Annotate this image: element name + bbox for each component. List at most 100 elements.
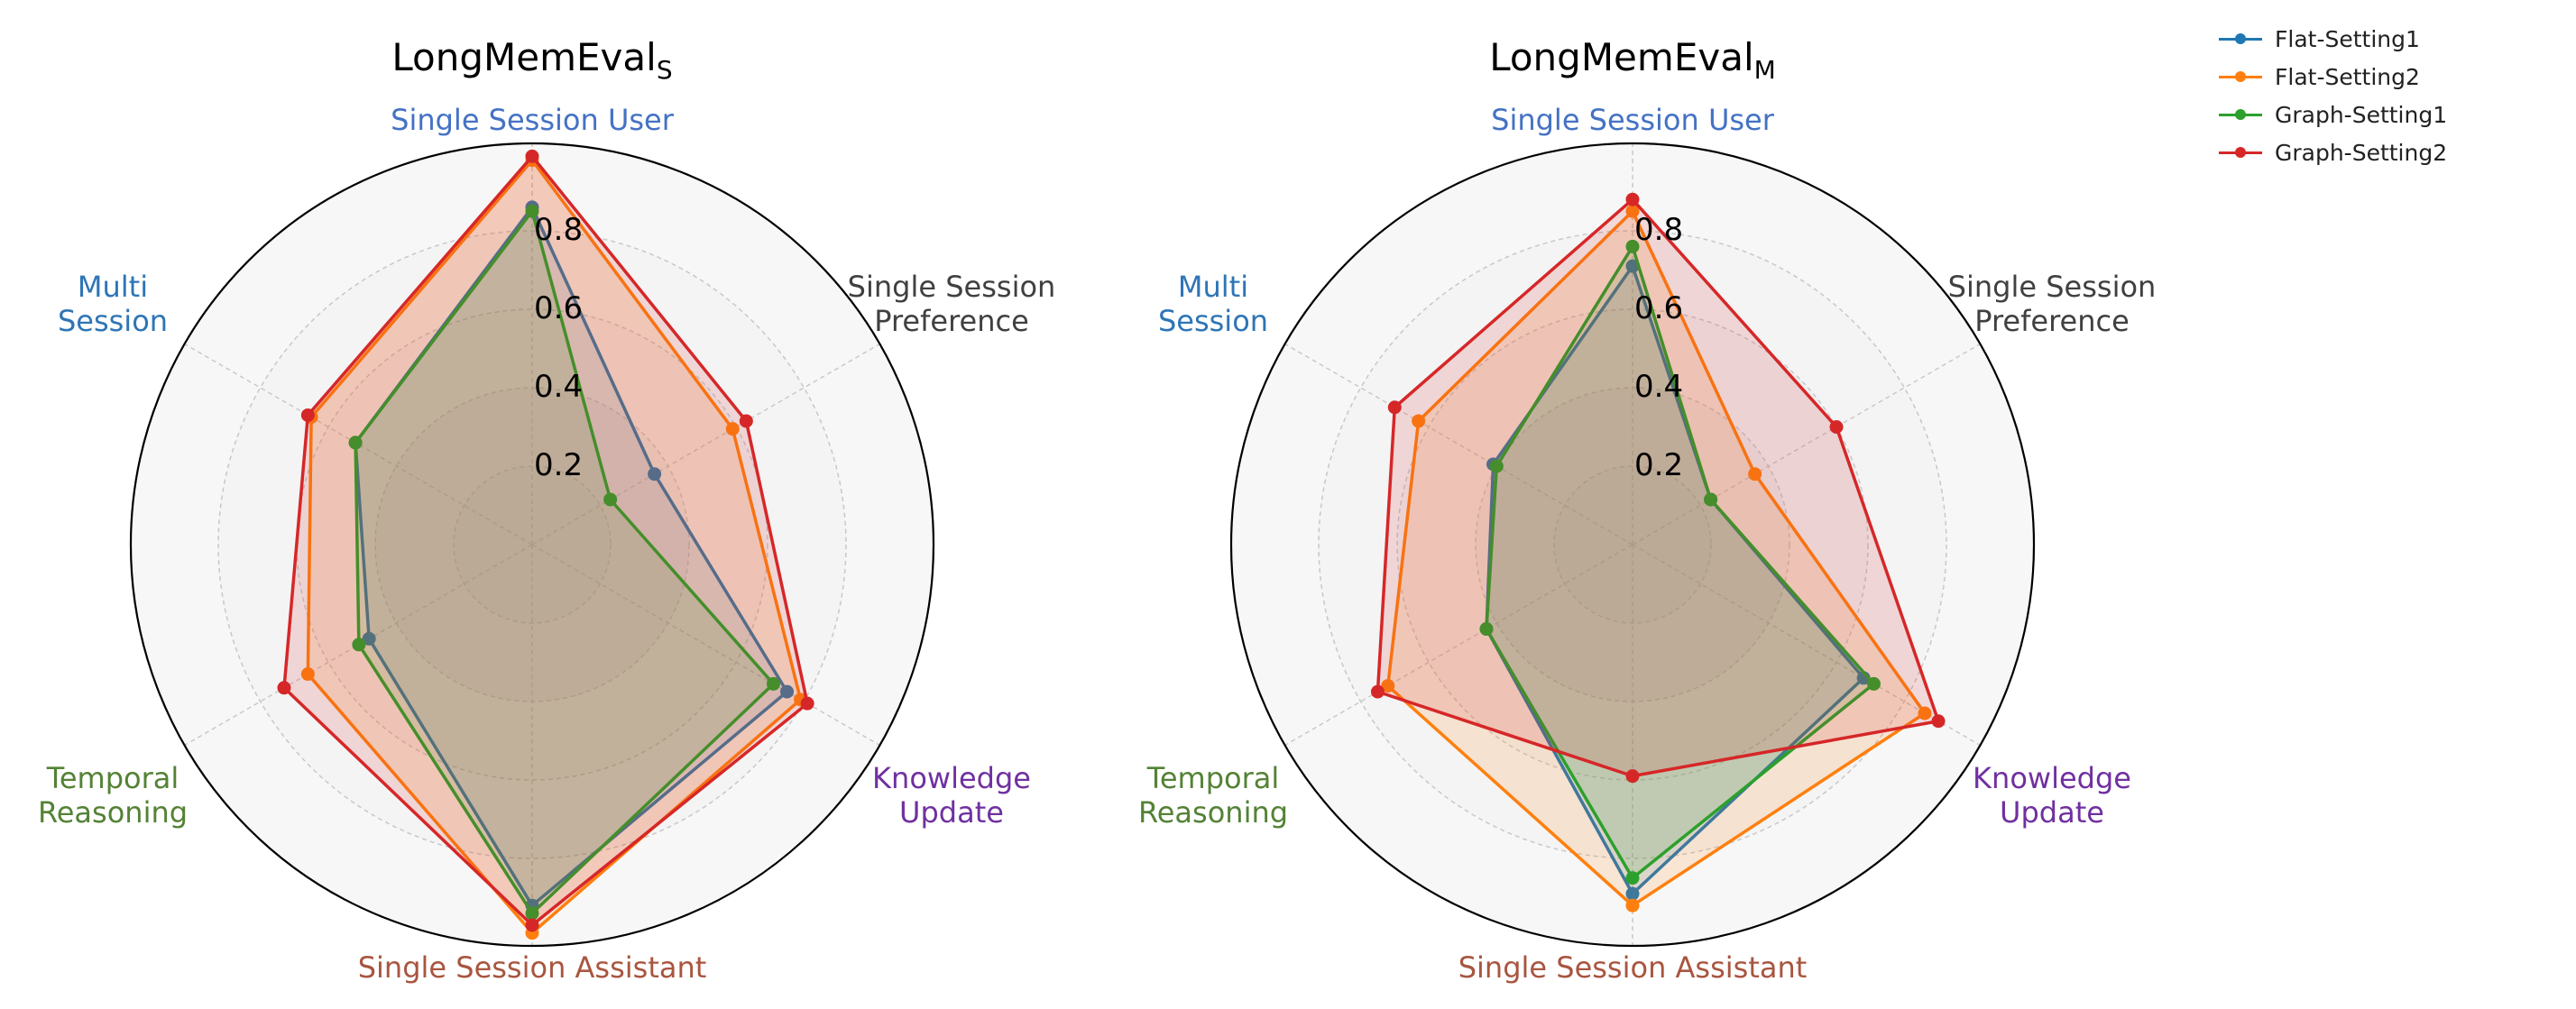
data-point: [1829, 420, 1844, 434]
data-point: [1412, 414, 1426, 428]
data-point: [348, 436, 363, 450]
data-point: [1387, 400, 1402, 415]
axis-label: Temporal Reasoning: [38, 761, 188, 830]
legend-item-graph-setting2: Graph-Setting2: [2219, 133, 2447, 171]
data-point: [525, 149, 539, 163]
legend-swatch: [2219, 28, 2262, 50]
data-point: [1704, 492, 1718, 507]
data-point: [525, 918, 539, 932]
axis-label-line: Reasoning: [1138, 795, 1288, 830]
axis-label-line: Session: [1158, 304, 1268, 338]
r-tick-label: 0.4: [534, 369, 583, 405]
data-point: [780, 684, 795, 699]
data-point: [1625, 239, 1640, 253]
data-point: [1370, 684, 1385, 699]
data-point: [525, 204, 539, 218]
axis-label-line: Single Session: [1948, 270, 2157, 304]
chart-title-subscript: S: [657, 55, 673, 85]
data-point: [739, 414, 753, 428]
data-point: [1479, 622, 1494, 637]
data-point: [1489, 459, 1504, 473]
legend-item-flat-setting2: Flat-Setting2: [2219, 58, 2447, 96]
chart-title-subscript: M: [1754, 55, 1776, 85]
axis-label: Knowledge Update: [1973, 761, 2131, 830]
axis-label-line: Update: [2000, 795, 2104, 830]
chart-title-main: LongMemEval: [391, 35, 656, 79]
data-point: [300, 408, 315, 422]
axis-label-line: Single Session User: [1491, 103, 1775, 137]
data-point: [352, 638, 366, 652]
axis-label-line: Update: [899, 795, 1004, 830]
data-point: [766, 676, 780, 691]
legend-item-graph-setting1: Graph-Setting1: [2219, 96, 2447, 133]
data-point: [300, 667, 315, 682]
outer-circle: [1229, 142, 2036, 948]
data-point: [1748, 467, 1762, 482]
data-point: [1625, 204, 1640, 218]
data-point: [648, 467, 662, 482]
axis-label: Temporal Reasoning: [1138, 761, 1288, 830]
legend-swatch: [2219, 104, 2262, 125]
axis-label-line: Preference: [1974, 304, 2130, 338]
data-point: [1625, 886, 1640, 901]
legend-swatch: [2219, 66, 2262, 87]
series-area-graph-setting1: [1486, 246, 1874, 878]
grid-spoke: [184, 544, 533, 747]
data-point: [1625, 871, 1640, 885]
outer-circle: [129, 142, 935, 948]
data-point: [1625, 192, 1640, 206]
series-area-flat-setting1: [355, 206, 787, 906]
r-tick-label: 0.8: [1634, 212, 1683, 248]
data-point: [1866, 676, 1881, 691]
chart-title: LongMemEvalM: [1489, 35, 1776, 85]
axis-label-line: Single Session Assistant: [1458, 950, 1808, 985]
axis-label-line: Multi: [1178, 270, 1248, 304]
axis-label: Single Session Preference: [848, 270, 1056, 338]
grid-spoke: [531, 343, 880, 546]
axis-label-line: Single Session User: [391, 103, 675, 137]
series-area-flat-setting1: [1486, 266, 1864, 894]
axis-label: Single Session Assistant: [1458, 950, 1808, 985]
series-area-graph-setting1: [355, 211, 774, 913]
series-area-flat-setting2: [1387, 211, 1925, 906]
axis-label-line: Session: [58, 304, 168, 338]
series-area-graph-setting2: [1377, 199, 1939, 776]
axis-label: Knowledge Update: [872, 761, 1031, 830]
series-area-flat-setting2: [308, 160, 801, 933]
r-tick-label: 0.4: [1634, 369, 1683, 405]
legend: Flat-Setting1 Flat-Setting2 Graph-Settin…: [2219, 20, 2447, 171]
legend-label: Flat-Setting2: [2275, 63, 2420, 90]
data-point: [277, 681, 291, 695]
r-tick-label: 0.2: [534, 447, 583, 483]
axis-label-line: Reasoning: [38, 795, 188, 830]
grid-spoke: [1632, 343, 1981, 546]
grid-spoke: [1284, 343, 1633, 546]
axis-label: Single Session Preference: [1948, 270, 2157, 338]
data-point: [1931, 714, 1946, 729]
grid-spoke: [1284, 544, 1633, 747]
axis-label-line: Single Session: [848, 270, 1056, 304]
data-point: [1625, 769, 1640, 784]
axis-label-line: Knowledge: [872, 761, 1031, 795]
axis-label-line: Temporal: [1146, 761, 1280, 795]
series-area-graph-setting2: [283, 156, 808, 925]
axis-label-line: Preference: [874, 304, 1029, 338]
data-point: [1918, 706, 1932, 720]
axis-label: Single Session User: [1491, 103, 1775, 137]
chart-title-main: LongMemEval: [1489, 35, 1753, 79]
grid-spoke: [184, 343, 533, 546]
r-tick-label: 0.2: [1634, 447, 1683, 483]
data-point: [800, 696, 814, 711]
radar-chart-2: 0.2 0.4 0.6 0.8 LongMemEvalM Single Session U…: [1138, 35, 2156, 985]
axis-label-line: Knowledge: [1973, 761, 2131, 795]
legend-swatch: [2219, 142, 2262, 163]
grid-spoke: [531, 544, 880, 747]
axis-label-line: Multi: [78, 270, 148, 304]
axis-label-line: Temporal: [46, 761, 179, 795]
data-point: [725, 422, 740, 436]
legend-item-flat-setting1: Flat-Setting1: [2219, 20, 2447, 58]
data-point: [1625, 898, 1640, 913]
r-tick-label: 0.6: [1634, 290, 1683, 326]
axis-label: Multi Session: [58, 270, 168, 338]
